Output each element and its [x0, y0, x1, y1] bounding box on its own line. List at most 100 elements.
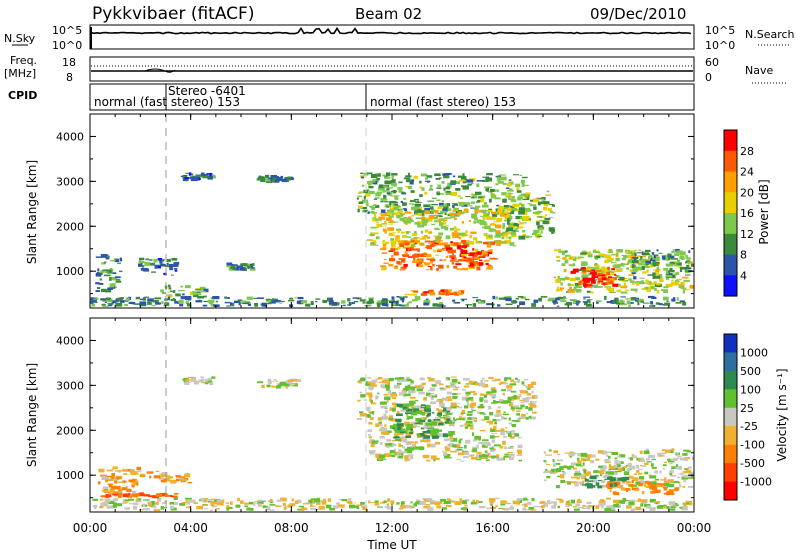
velocity-ytick-label: 2000: [56, 424, 84, 437]
freq-left-tick-bottom: 8: [66, 71, 73, 84]
velocity-colorbar-swatch: [724, 370, 737, 390]
velocity-colorbar-swatch: [724, 334, 737, 353]
freq-unit-label: [MHz]: [4, 67, 36, 80]
power-echo-region-7: [356, 172, 531, 218]
beam-label: Beam 02: [355, 5, 422, 23]
velocity-colorbar-tick: 100: [740, 383, 761, 396]
noise-search-label: N.Search: [745, 28, 795, 41]
velocity-colorbar-swatch: [724, 481, 737, 501]
power-echo-region-6: [256, 174, 294, 183]
power-echo-region-3: [90, 295, 687, 307]
power-colorbar-tick: 12: [740, 228, 754, 241]
time-tick-label: 04:00: [173, 521, 208, 535]
power-echo-region-5: [180, 172, 216, 182]
power-echo-region-1: [138, 257, 180, 276]
velocity-colorbar-tick: -25: [740, 420, 758, 433]
velocity-echo-region-4: [181, 376, 216, 386]
freq-left-tick-top: 18: [62, 56, 76, 69]
noise-right-tick-top: 10^5: [705, 24, 735, 37]
time-tick-label: 00:00: [73, 521, 108, 535]
time-tick-label: 12:00: [375, 521, 410, 535]
velocity-echo-region-1: [98, 466, 146, 498]
power-colorbar-tick: 4: [740, 269, 747, 282]
noise-sky-label: N.Sky: [4, 32, 36, 45]
velocity-colorbar-tick: 1000: [740, 346, 768, 359]
power-ytick-label: 1000: [56, 265, 84, 278]
power-panel: 4000 3000 2000 1000 Slant Range [km] 28 24 20…: [25, 113, 771, 309]
power-colorbar-swatch: [724, 150, 737, 173]
velocity-colorbar-tick: 500: [740, 365, 761, 378]
velocity-echo-region-0: [92, 497, 693, 512]
velocity-colorbar-label: Velocity [m s⁻¹]: [775, 368, 789, 461]
velocity-echo-region-5: [257, 378, 302, 389]
cpid-mode-1: normal (fast stereo) 153: [94, 95, 240, 109]
velocity-ytick-label: 4000: [56, 334, 84, 347]
power-colorbar-label: Power [dB]: [757, 179, 771, 244]
power-colorbar-swatch: [724, 171, 737, 193]
power-colorbar-swatch: [724, 275, 737, 297]
cpid-label: CPID: [8, 89, 37, 102]
power-ytick-label: 3000: [56, 175, 84, 188]
noise-left-tick-top: 10^5: [52, 24, 82, 37]
power-colorbar-swatch: [724, 130, 737, 152]
velocity-echo-region-11: [582, 475, 630, 489]
velocity-colorbar-tick: 25: [740, 402, 754, 415]
power-echo-region-9: [379, 239, 498, 271]
noise-left-tick-bottom: 10^0: [52, 39, 82, 52]
velocity-colorbar-swatch: [724, 444, 737, 464]
velocity-colorbar-swatch: [724, 389, 737, 409]
velocity-ytick-label: 1000: [56, 469, 84, 482]
power-echo-region-14: [570, 266, 619, 288]
power-colorbar-swatch: [724, 213, 737, 235]
power-echo-region-2: [160, 284, 209, 298]
power-echo-region-11: [404, 289, 465, 296]
power-echo-region-0: [95, 254, 123, 293]
velocity-colorbar-swatch: [724, 352, 737, 372]
velocity-colorbar-tick: -100: [740, 439, 765, 452]
cpid-panel: CPID Stereo -6401 normal (fast stereo) 1…: [8, 83, 695, 111]
velocity-colorbar-tick: -500: [740, 457, 765, 470]
time-tick-label: 00:00: [677, 521, 712, 535]
velocity-echo-region-8: [392, 403, 454, 439]
plot-title: Pykkvibaer (fitACF): [92, 4, 254, 24]
freq-label: Freq.: [10, 54, 37, 67]
time-tick-label: 20:00: [576, 521, 611, 535]
freq-right-tick-top: 60: [705, 56, 719, 69]
power-colorbar-swatch: [724, 192, 737, 214]
power-ytick-label: 2000: [56, 220, 84, 233]
power-colorbar-swatch: [724, 254, 737, 276]
noise-sky-trace: [90, 26, 692, 35]
power-echo-region-4: [226, 262, 256, 271]
power-colorbar-swatch: [724, 233, 737, 256]
power-colorbar-tick: 20: [740, 186, 754, 199]
power-echo-region-15: [631, 248, 694, 280]
velocity-ytick-label: 3000: [56, 379, 84, 392]
power-echo-region-8: [366, 208, 518, 249]
date-label: 09/Dec/2010: [590, 5, 686, 23]
velocity-echo-region-7: [367, 416, 523, 462]
power-colorbar-tick: 8: [740, 249, 747, 262]
power-colorbar-tick: 28: [740, 145, 754, 158]
velocity-panel: 4000 3000 2000 1000 Slant Range [km] 1000 50…: [25, 317, 789, 513]
time-axis-label: Time UT: [366, 538, 417, 552]
velocity-echo-region-3: [146, 470, 193, 484]
power-echo-region-10: [447, 248, 492, 267]
power-colorbar-tick: 24: [740, 166, 754, 179]
cpid-mode-2: normal (fast stereo) 153: [370, 95, 516, 109]
power-echo-region-12: [505, 190, 556, 240]
velocity-colorbar-swatch: [724, 426, 737, 446]
freq-right-tick-bottom: 0: [705, 71, 712, 84]
noise-right-tick-bottom: 10^0: [705, 39, 735, 52]
noise-panel: N.Sky 10^5 10^0 10^5 10^0 N.Search: [4, 24, 795, 52]
velocity-colorbar-swatch: [724, 407, 737, 427]
velocity-echo-region-2: [105, 492, 179, 499]
time-tick-label: 08:00: [274, 521, 309, 535]
velocity-ylabel: Slant Range [km]: [25, 363, 39, 467]
time-axis: 00:00 04:00 08:00 12:00 16:00 20:00 00:00: [73, 114, 712, 535]
frequency-panel: Freq. [MHz] 18 8 60 0 Nave: [4, 54, 786, 84]
velocity-colorbar-tick: -1000: [740, 476, 772, 489]
power-colorbar-tick: 16: [740, 207, 754, 220]
nave-label: Nave: [745, 64, 773, 77]
cpid-stereo: Stereo -6401: [168, 84, 246, 98]
